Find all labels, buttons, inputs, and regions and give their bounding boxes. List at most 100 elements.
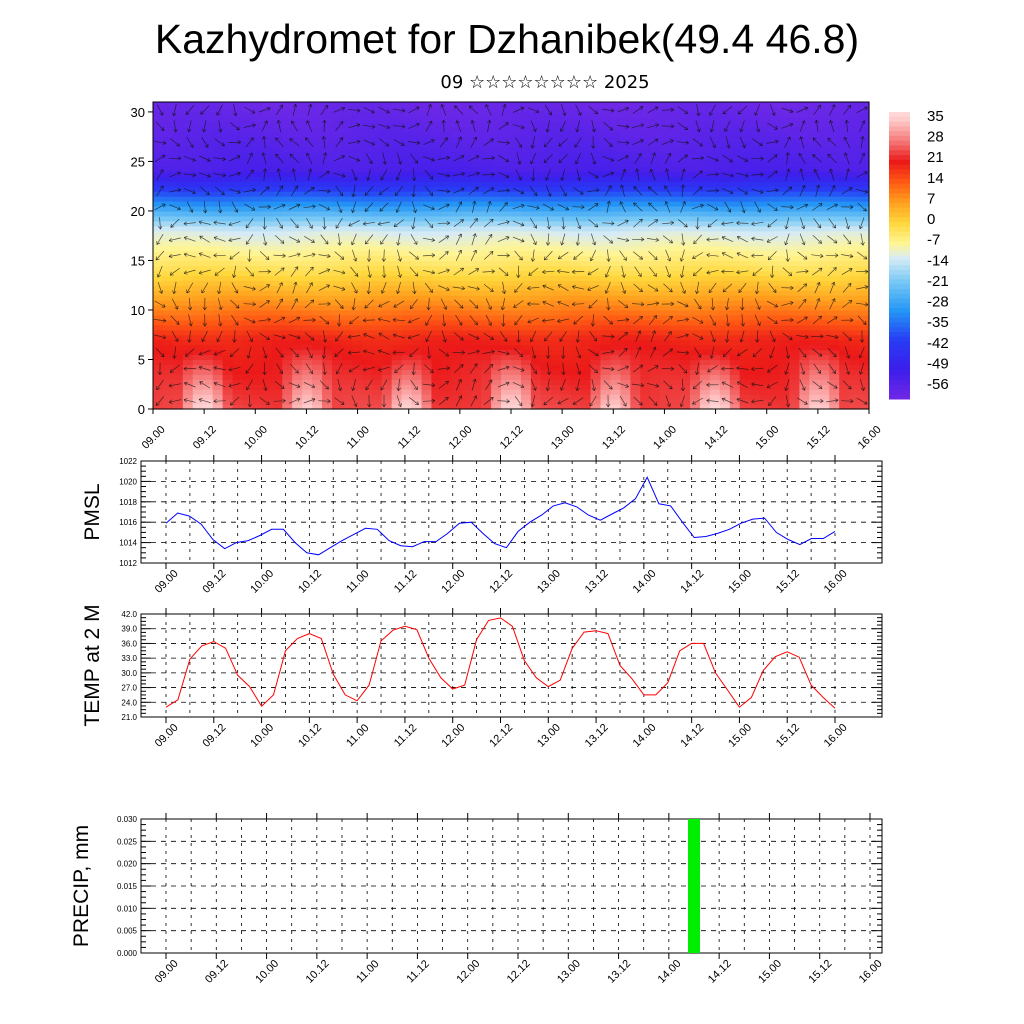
heatmap-cell — [670, 215, 681, 222]
heatmap-cell — [421, 260, 433, 266]
heatmap-cell — [282, 280, 293, 286]
heatmap-cell — [431, 136, 442, 143]
heatmap-cell — [441, 121, 452, 128]
heatmap-cell — [540, 374, 552, 380]
heatmap-cell — [660, 290, 671, 296]
heatmap-cell — [839, 300, 850, 306]
heatmap-cell — [570, 230, 582, 237]
heatmap-cell — [580, 285, 592, 291]
heatmap-cell — [829, 344, 840, 351]
heatmap-cell — [620, 205, 631, 212]
heatmap-cell — [361, 265, 373, 271]
heatmap-cell — [690, 102, 701, 108]
heatmap-cell — [312, 111, 323, 118]
heatmap-cell — [839, 166, 850, 172]
heatmap-cell — [839, 265, 850, 271]
heatmap-cell — [660, 334, 671, 341]
heatmap-cell — [212, 260, 224, 266]
heatmap-cell — [630, 240, 641, 247]
heatmap-cell — [759, 290, 771, 296]
heatmap-cell — [192, 220, 204, 227]
heatmap-cell — [162, 379, 174, 385]
heatmap-cell — [312, 161, 323, 167]
heatmap-cell — [580, 270, 592, 276]
heatmap-cell — [361, 334, 373, 341]
heatmap-cell — [441, 399, 452, 405]
heatmap-cell — [451, 265, 462, 271]
wind-arrow-head — [199, 354, 203, 356]
heatmap-cell — [501, 404, 512, 410]
heatmap-cell — [729, 131, 741, 138]
heatmap-cell — [709, 275, 721, 281]
heatmap-cell — [839, 205, 850, 212]
heatmap-cell — [749, 290, 761, 296]
heatmap-cell — [351, 334, 363, 341]
heatmap-cell — [560, 230, 572, 237]
heatmap-cell — [242, 404, 254, 410]
heatmap-cell — [809, 324, 820, 331]
heatmap-cell — [680, 240, 691, 247]
heatmap-cell — [411, 220, 423, 227]
wind-arrow-head — [160, 129, 165, 131]
heatmap-cell — [769, 255, 781, 262]
heatmap-cell — [451, 126, 462, 133]
heatmap-cell — [451, 121, 462, 128]
heatmap-cell — [341, 116, 353, 123]
heatmap-cell — [769, 141, 781, 148]
heatmap-cell — [719, 295, 731, 301]
heatmap-cell — [421, 319, 433, 326]
heatmap-cell — [192, 324, 204, 331]
heatmap-cell — [859, 176, 870, 182]
heatmap-cell — [381, 210, 393, 217]
heatmap-cell — [859, 131, 870, 138]
wind-arrow — [263, 168, 266, 181]
heatmap-cell — [829, 339, 840, 346]
heatmap-cell — [451, 171, 462, 177]
heatmap-cell — [381, 181, 393, 187]
heatmap-cell — [411, 389, 423, 395]
heatmap-cell — [610, 116, 621, 123]
heatmap-cell — [690, 230, 701, 237]
heatmap-cell — [232, 275, 244, 281]
heatmap-cell — [361, 309, 373, 316]
heatmap-cell — [282, 399, 293, 405]
heatmap-cell — [511, 210, 522, 217]
heatmap-cell — [351, 205, 363, 212]
heatmap-cell — [351, 151, 363, 158]
heatmap-cell — [172, 334, 184, 341]
wind-arrow — [173, 120, 177, 133]
heatmap-cell — [849, 166, 860, 172]
heatmap-cell — [182, 344, 194, 351]
heatmap-cell — [709, 314, 721, 321]
wind-arrow — [184, 269, 196, 274]
heatmap-cell — [242, 181, 254, 187]
heatmap-cell — [461, 161, 472, 167]
heatmap-cell — [789, 240, 800, 247]
heatmap-cell — [441, 255, 452, 262]
heatmap-cell — [322, 260, 333, 266]
heatmap-cell — [819, 300, 830, 306]
heatmap-cell — [699, 131, 711, 138]
heatmap-cell — [610, 295, 621, 301]
heatmap-cell — [421, 151, 433, 158]
heatmap-cell — [451, 131, 462, 138]
heatmap-cell — [153, 319, 164, 326]
heatmap-cell — [640, 379, 651, 385]
heatmap-cell — [670, 339, 681, 346]
heatmap-cell — [550, 319, 562, 326]
heatmap-cell — [650, 404, 661, 410]
heatmap-cell — [779, 275, 791, 281]
heatmap-cell — [501, 196, 512, 202]
heatmap-cell — [749, 230, 761, 237]
wind-arrow-head — [206, 160, 211, 162]
heatmap-cell — [322, 176, 333, 182]
wind-arrow-head — [265, 387, 268, 391]
heatmap-cell — [859, 106, 870, 113]
heatmap-cell — [282, 151, 293, 158]
heatmap-cell — [332, 295, 343, 301]
heatmap-cell — [232, 300, 244, 306]
wind-arrow — [156, 379, 164, 390]
wind-arrow-head — [169, 368, 172, 373]
heatmap-cell — [650, 379, 661, 385]
heatmap-cell — [272, 205, 283, 212]
